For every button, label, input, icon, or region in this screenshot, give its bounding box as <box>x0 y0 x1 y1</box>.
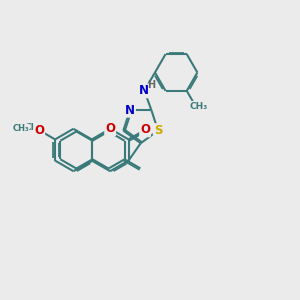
Text: S: S <box>154 124 162 137</box>
Text: CH₃: CH₃ <box>12 124 29 133</box>
Text: O: O <box>34 124 44 137</box>
Text: H: H <box>147 80 155 90</box>
Text: CH₃: CH₃ <box>189 102 208 111</box>
Text: O: O <box>140 123 150 136</box>
Text: O: O <box>105 122 115 135</box>
Text: N: N <box>125 104 135 117</box>
Text: O: O <box>34 124 44 137</box>
Text: CH₃: CH₃ <box>25 123 43 132</box>
Text: N: N <box>140 84 149 97</box>
